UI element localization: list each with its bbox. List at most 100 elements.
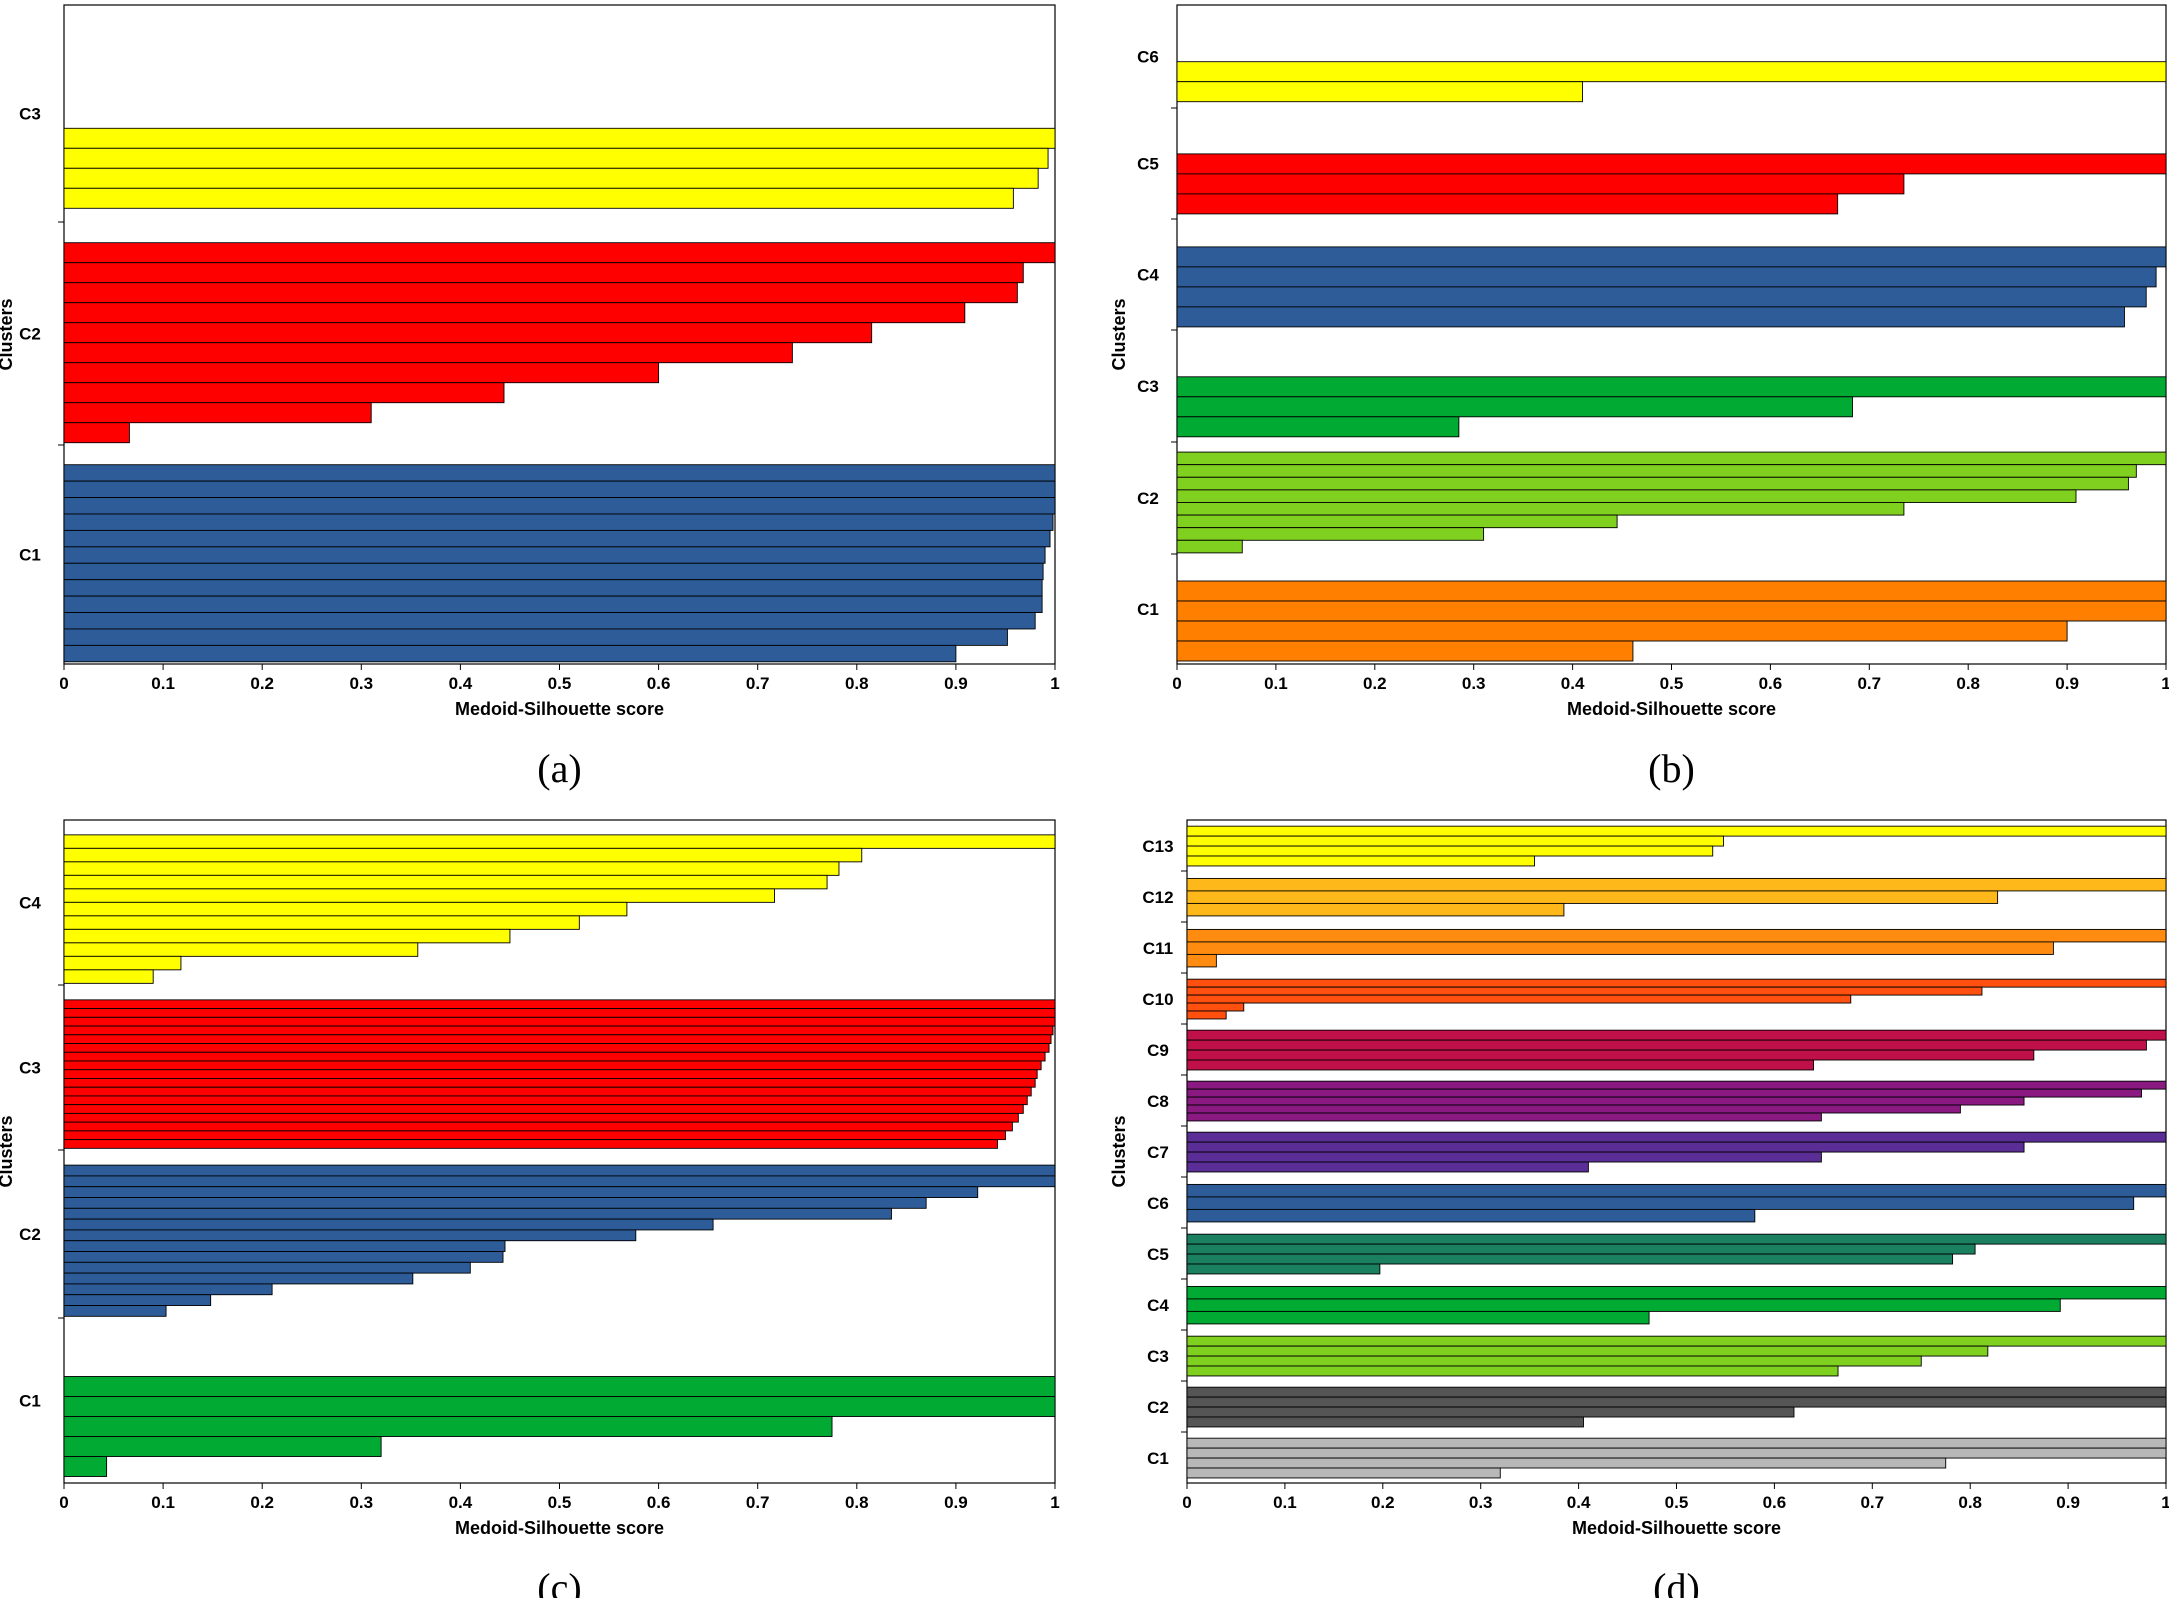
cluster-label: C13	[1142, 837, 1173, 856]
silhouette-bar	[1176, 173, 1905, 195]
x-tick-label: 0.7	[746, 1493, 770, 1512]
silhouette-bar	[1176, 502, 1905, 516]
silhouette-bar	[63, 1164, 1056, 1177]
x-tick-label: 0	[1172, 674, 1181, 693]
cluster-label: C11	[1143, 939, 1173, 958]
silhouette-bar	[63, 595, 1043, 613]
cluster-label: C3	[1137, 377, 1159, 396]
silhouette-bar	[1186, 1161, 1589, 1173]
silhouette-bar	[1176, 246, 2167, 268]
x-tick-label: 0.8	[845, 1493, 869, 1512]
plot-frame	[1176, 4, 2167, 665]
silhouette-bar	[63, 342, 793, 364]
silhouette-bar	[1186, 1104, 1961, 1114]
cluster-label: C4	[1137, 266, 1159, 285]
silhouette-bar	[1186, 1196, 2135, 1210]
y-axis-title: Clusters	[0, 1115, 16, 1187]
silhouette-bar	[63, 322, 873, 344]
silhouette-bar	[1186, 1208, 1756, 1223]
silhouette-bar	[63, 1121, 1013, 1132]
x-tick-label: 0	[59, 674, 68, 693]
silhouette-bar	[1186, 1437, 2167, 1449]
silhouette-bar	[1186, 1059, 1815, 1071]
silhouette-bar	[63, 529, 1051, 548]
silhouette-bar	[1176, 600, 2167, 622]
silhouette-bar	[63, 1086, 1032, 1097]
silhouette-bar	[1186, 1151, 1822, 1163]
silhouette-bar	[63, 1396, 1056, 1417]
silhouette-bar	[1186, 1233, 2167, 1245]
silhouette-bar	[63, 1272, 414, 1285]
silhouette-bar	[63, 955, 182, 971]
x-tick-label: 0	[1182, 1493, 1191, 1512]
silhouette-bar	[63, 262, 1024, 284]
silhouette-bar	[1176, 580, 2167, 602]
silhouette-bar	[1186, 928, 2167, 943]
silhouette-bar	[1186, 1416, 1584, 1428]
silhouette-bar	[63, 1240, 506, 1252]
silhouette-bar	[63, 612, 1036, 630]
silhouette-bar	[63, 147, 1049, 169]
silhouette-bar	[63, 1283, 273, 1296]
x-tick-label: 0.7	[746, 674, 770, 693]
x-tick-label: 0.5	[1660, 674, 1684, 693]
silhouette-bar	[63, 1416, 833, 1437]
silhouette-bar	[1176, 266, 2157, 288]
silhouette-bar	[63, 628, 1008, 646]
silhouette-bar	[63, 1112, 1019, 1123]
silhouette-bar	[63, 1095, 1028, 1106]
silhouette-bar	[1176, 476, 2129, 491]
silhouette-bar	[1176, 640, 1634, 662]
silhouette-bar	[63, 464, 1056, 482]
silhouette-bar	[63, 127, 1056, 149]
silhouette-bar	[63, 382, 505, 404]
silhouette-bar	[1186, 1263, 1381, 1275]
silhouette-bar	[1176, 489, 2077, 503]
x-tick-label: 0.1	[151, 674, 175, 693]
silhouette-bar	[1186, 1010, 1227, 1020]
silhouette-bar	[63, 1069, 1038, 1079]
silhouette-bar	[1186, 1345, 1989, 1357]
silhouette-bar	[63, 1197, 927, 1209]
silhouette-bar	[1176, 61, 2167, 83]
x-tick-label: 0.8	[1958, 1493, 1982, 1512]
silhouette-bar	[1176, 286, 2147, 308]
silhouette-bar	[1186, 1049, 2035, 1061]
silhouette-bar	[1186, 835, 1724, 847]
silhouette-bar	[63, 901, 628, 917]
x-tick-label: 1	[1050, 1493, 1059, 1512]
silhouette-bar	[1186, 994, 1852, 1004]
silhouette-bar	[63, 480, 1056, 499]
silhouette-bar	[63, 513, 1054, 531]
x-tick-label: 0.4	[1561, 674, 1585, 693]
silhouette-bar	[63, 942, 419, 957]
silhouette-bar	[1186, 978, 2167, 988]
silhouette-bar	[63, 497, 1056, 515]
panel-caption: (c)	[537, 1565, 581, 1598]
silhouette-bar	[1186, 1396, 2167, 1408]
silhouette-bar	[63, 1218, 714, 1231]
cluster-label: C1	[19, 546, 41, 565]
silhouette-bar	[63, 302, 966, 324]
x-tick-label: 0.2	[250, 1493, 274, 1512]
silhouette-bar	[1186, 890, 1999, 904]
silhouette-bar	[63, 1261, 471, 1274]
x-tick-label: 0.9	[944, 1493, 968, 1512]
x-axis-title: Medoid-Silhouette score	[455, 1518, 664, 1538]
silhouette-bar	[1186, 1285, 2167, 1300]
silhouette-bar	[63, 1104, 1024, 1114]
silhouette-bar	[1186, 855, 1535, 867]
silhouette-bar	[63, 546, 1046, 564]
x-tick-label: 1	[2161, 674, 2169, 693]
silhouette-bar	[1186, 1447, 2167, 1459]
panel-caption: (d)	[1653, 1565, 1700, 1598]
cluster-label: C4	[19, 894, 41, 913]
silhouette-bar	[1176, 193, 1839, 215]
silhouette-bar	[1186, 1386, 2167, 1398]
silhouette-bar	[63, 1025, 1054, 1036]
silhouette-bar	[1176, 376, 2167, 398]
x-tick-label: 0.6	[1763, 1493, 1787, 1512]
silhouette-bar	[63, 999, 1056, 1010]
x-tick-label: 0.1	[1273, 1493, 1297, 1512]
silhouette-bar	[1186, 1467, 1501, 1479]
